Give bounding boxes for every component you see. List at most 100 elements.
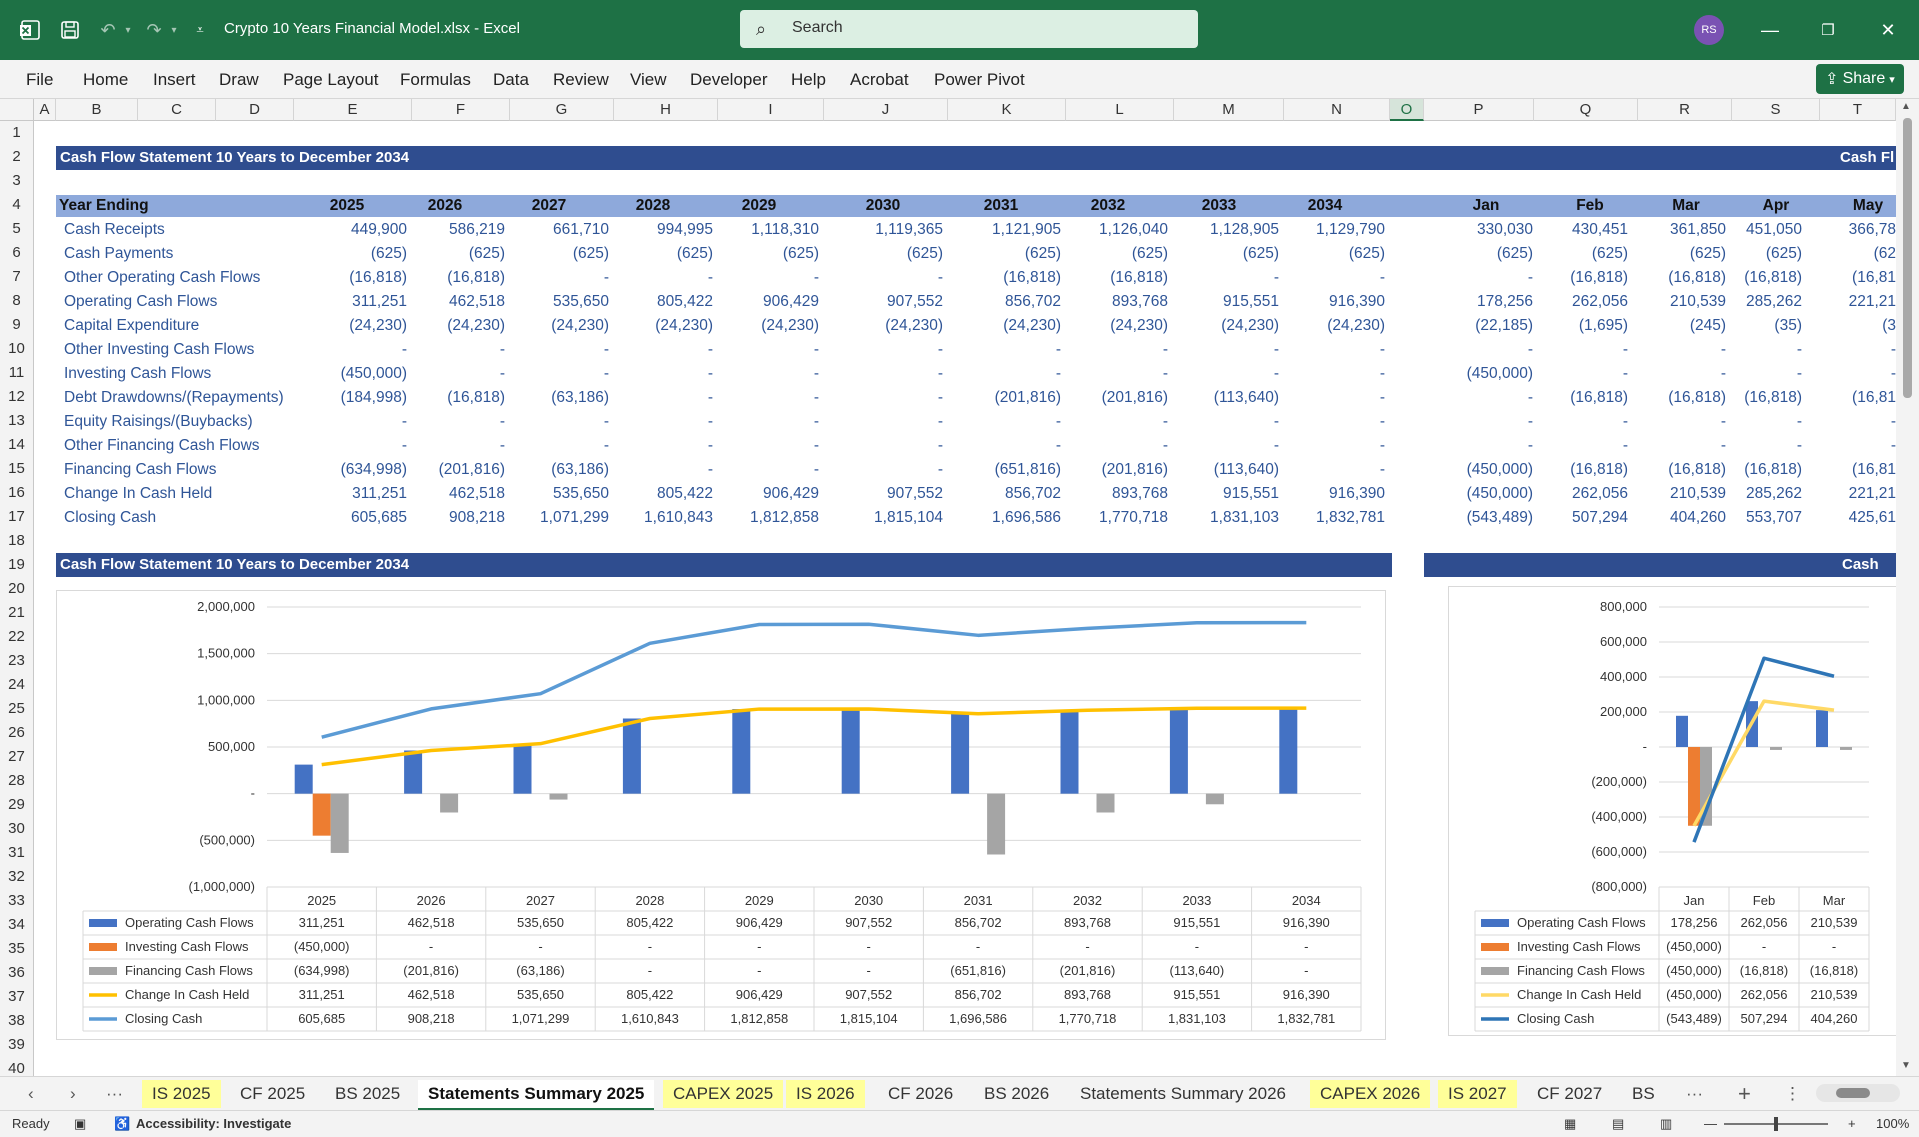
value-cell[interactable]: 856,702 — [1004, 293, 1061, 310]
value-cell[interactable]: 535,650 — [552, 485, 609, 502]
value-cell[interactable]: (3 — [1882, 317, 1896, 334]
value-cell[interactable]: (450,000) — [340, 365, 407, 382]
row-label[interactable]: Other Operating Cash Flows — [64, 269, 261, 286]
value-cell[interactable]: (24,230) — [551, 317, 609, 334]
value-cell[interactable]: - — [1055, 413, 1061, 430]
value-cell[interactable]: (16,818) — [1744, 269, 1802, 286]
value-cell[interactable]: (201,816) — [1101, 461, 1168, 478]
value-cell[interactable]: 661,710 — [552, 221, 609, 238]
value-cell[interactable]: (113,640) — [1213, 461, 1279, 478]
row-header[interactable]: 22 — [0, 625, 34, 649]
year-header[interactable]: 2029 — [741, 197, 777, 214]
value-cell[interactable]: (450,000) — [1466, 485, 1533, 502]
row-header[interactable]: 19 — [0, 553, 34, 577]
value-cell[interactable]: 1,129,790 — [1316, 221, 1385, 238]
value-cell[interactable]: (625) — [782, 245, 819, 262]
customize-toolbar-icon[interactable]: ⩡ — [196, 22, 204, 37]
value-cell[interactable]: (24,230) — [447, 317, 505, 334]
sheet-tab[interactable]: CF 2027 — [1537, 1084, 1603, 1103]
value-cell[interactable]: (201,816) — [438, 461, 505, 478]
save-icon[interactable] — [54, 14, 86, 46]
sheet-tab[interactable]: IS 2026 — [786, 1080, 865, 1108]
value-cell[interactable]: 1,812,858 — [750, 509, 819, 526]
value-cell[interactable]: - — [937, 413, 943, 430]
sheet-tab[interactable]: IS 2025 — [142, 1080, 221, 1108]
value-cell[interactable]: - — [937, 365, 943, 382]
value-cell[interactable]: - — [1162, 413, 1168, 430]
value-cell[interactable]: (625) — [1131, 245, 1168, 262]
value-cell[interactable]: 907,552 — [886, 485, 943, 502]
menu-acrobat[interactable]: Acrobat — [850, 70, 909, 89]
value-cell[interactable]: 915,551 — [1222, 293, 1279, 310]
value-cell[interactable]: (24,230) — [349, 317, 407, 334]
value-cell[interactable]: (651,816) — [994, 461, 1061, 478]
value-cell[interactable]: 311,251 — [352, 485, 407, 502]
value-cell[interactable]: 856,702 — [1004, 485, 1061, 502]
value-cell[interactable]: - — [1527, 269, 1533, 286]
value-cell[interactable]: - — [603, 437, 609, 454]
sheet-tab[interactable]: BS 2025 — [335, 1084, 401, 1103]
value-cell[interactable]: (625) — [1765, 245, 1802, 262]
value-cell[interactable]: (22,185) — [1475, 317, 1533, 334]
row-header[interactable]: 5 — [0, 217, 34, 241]
value-cell[interactable]: (16,81 — [1852, 389, 1896, 406]
value-cell[interactable]: 462,518 — [448, 485, 505, 502]
value-cell[interactable]: 285,262 — [1745, 293, 1802, 310]
add-sheet-icon[interactable]: + — [1738, 1081, 1751, 1106]
sheet-tab[interactable]: BS 2026 — [984, 1084, 1050, 1103]
value-cell[interactable]: 994,995 — [656, 221, 713, 238]
row-header[interactable]: 28 — [0, 769, 34, 793]
value-cell[interactable]: (450,000) — [1466, 365, 1533, 382]
year-ending-label[interactable]: Year Ending — [59, 197, 149, 214]
sheet-tab[interactable]: CAPEX 2026 — [1310, 1080, 1431, 1108]
value-cell[interactable]: - — [1720, 413, 1726, 430]
value-cell[interactable]: - — [707, 413, 713, 430]
value-cell[interactable]: - — [813, 365, 819, 382]
value-cell[interactable]: (245) — [1689, 317, 1726, 334]
value-cell[interactable]: - — [1796, 365, 1802, 382]
value-cell[interactable]: (625) — [1024, 245, 1061, 262]
value-cell[interactable]: 908,218 — [448, 509, 505, 526]
zoom-out-icon[interactable]: — — [1704, 1116, 1717, 1131]
value-cell[interactable]: - — [1890, 341, 1896, 358]
value-cell[interactable]: (16,818) — [1570, 269, 1628, 286]
month-header[interactable]: Feb — [1576, 197, 1604, 214]
column-header[interactable]: M — [1174, 99, 1284, 121]
value-cell[interactable]: (24,230) — [761, 317, 819, 334]
value-cell[interactable]: - — [1527, 341, 1533, 358]
row-header[interactable]: 21 — [0, 601, 34, 625]
value-cell[interactable]: - — [1527, 389, 1533, 406]
column-header[interactable]: L — [1066, 99, 1174, 121]
value-cell[interactable]: 221,21 — [1848, 293, 1896, 310]
column-header[interactable]: P — [1424, 99, 1534, 121]
value-cell[interactable]: - — [813, 389, 819, 406]
tab-scroll-left-icon[interactable]: ‹ — [28, 1084, 34, 1103]
value-cell[interactable]: - — [1273, 413, 1279, 430]
row-header[interactable]: 32 — [0, 865, 34, 889]
value-cell[interactable]: (625) — [1591, 245, 1628, 262]
value-cell[interactable]: 1,121,905 — [992, 221, 1061, 238]
menu-formulas[interactable]: Formulas — [400, 70, 471, 89]
value-cell[interactable]: - — [1379, 413, 1385, 430]
value-cell[interactable]: - — [603, 413, 609, 430]
value-cell[interactable]: - — [937, 341, 943, 358]
value-cell[interactable]: - — [499, 437, 505, 454]
value-cell[interactable]: - — [499, 341, 505, 358]
value-cell[interactable]: 1,831,103 — [1210, 509, 1279, 526]
menu-insert[interactable]: Insert — [153, 70, 196, 89]
column-header[interactable]: T — [1820, 99, 1896, 121]
year-header[interactable]: 2032 — [1090, 197, 1126, 214]
value-cell[interactable]: (16,818) — [1668, 461, 1726, 478]
value-cell[interactable]: (625) — [468, 245, 505, 262]
row-header[interactable]: 17 — [0, 505, 34, 529]
row-header[interactable]: 13 — [0, 409, 34, 433]
horizontal-scroll-thumb[interactable] — [1836, 1088, 1870, 1098]
annual-cash-flow-chart[interactable]: 2,000,000 1,500,000 1,000,000 500,000 - (500,… — [56, 590, 1386, 1040]
row-header[interactable]: 4 — [0, 193, 34, 217]
value-cell[interactable]: 361,850 — [1669, 221, 1726, 238]
value-cell[interactable]: 285,262 — [1745, 485, 1802, 502]
value-cell[interactable]: 330,030 — [1476, 221, 1533, 238]
sheet-tab-active[interactable]: Statements Summary 2025 — [418, 1080, 655, 1111]
value-cell[interactable]: (16,818) — [1003, 269, 1061, 286]
value-cell[interactable]: (625) — [572, 245, 609, 262]
